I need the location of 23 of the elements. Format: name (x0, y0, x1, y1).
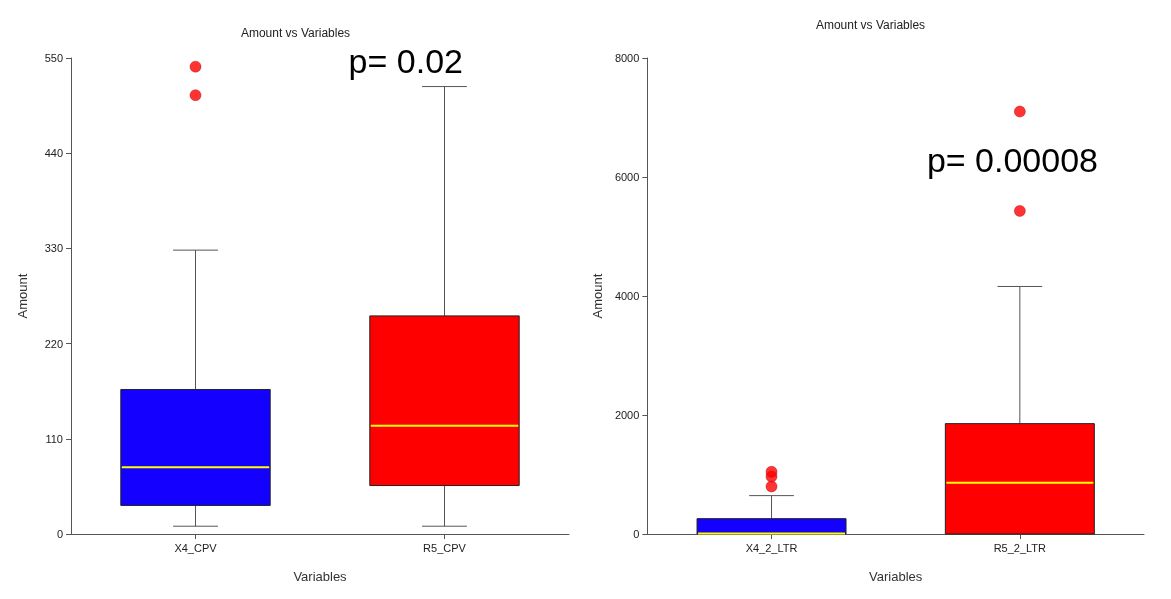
y-tick-label: 110 (45, 432, 63, 445)
y-tick-label: 6000 (614, 171, 640, 183)
annotation: p= 0.02 (348, 42, 464, 80)
chart-title: Amount vs Variables (815, 18, 926, 32)
x-tick-label: R5_CPV (423, 541, 467, 554)
y-tick-label: 220 (44, 337, 63, 350)
x-tick-label: R5_2_LTR (993, 541, 1047, 554)
y-tick-label: 4000 (614, 290, 640, 302)
chart-title: Amount vs Variables (240, 26, 351, 40)
y-tick-label: 550 (44, 52, 63, 64)
y-tick-label: 2000 (614, 409, 640, 421)
y-axis-title: Amount (15, 273, 30, 319)
y-axis-title: Amount (590, 273, 605, 319)
x-tick-label: X4_2_LTR (745, 541, 798, 554)
x-axis-title: Variables (293, 569, 348, 584)
annotation: p= 0.00008 (926, 141, 1099, 179)
y-tick-label: 0 (56, 528, 63, 540)
y-tick-label: 330 (44, 242, 63, 255)
x-axis-title: Variables (869, 569, 923, 584)
y-tick-label: 0 (633, 528, 640, 540)
x-tick-label: X4_CPV (174, 541, 218, 554)
y-tick-label: 440 (44, 147, 63, 160)
y-tick-label: 8000 (614, 52, 640, 64)
